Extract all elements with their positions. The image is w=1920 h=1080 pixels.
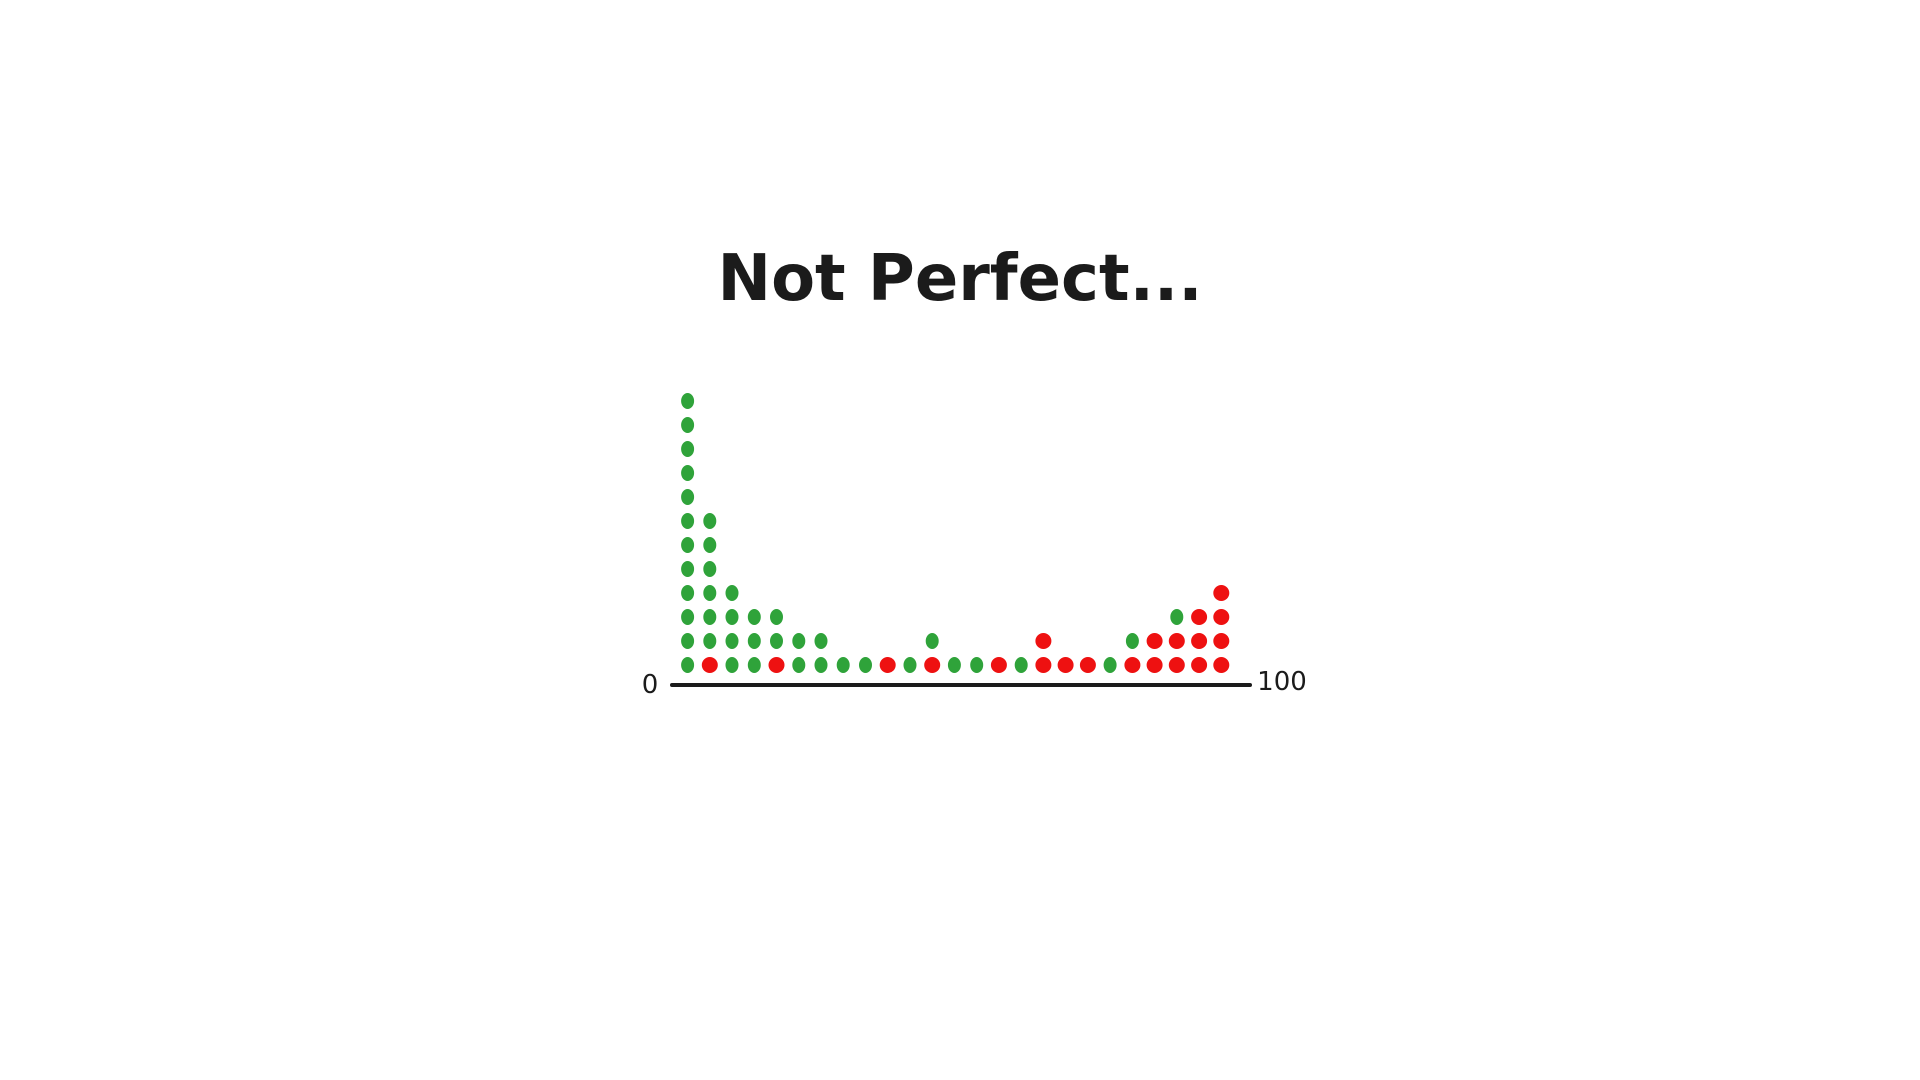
dot-green-col1-5 <box>703 537 717 553</box>
dot-green-col3-2 <box>747 609 761 625</box>
dot-green-col2-2 <box>725 609 739 625</box>
dot-green-col3-0 <box>747 657 761 673</box>
dot-green-col0-4 <box>681 561 695 577</box>
dot-green-col1-4 <box>703 561 717 577</box>
dot-green-col0-11 <box>681 393 695 409</box>
dot-red-col20-0 <box>1124 657 1141 673</box>
dot-green-col0-9 <box>681 441 695 457</box>
dot-green-col0-3 <box>681 585 695 601</box>
dot-red-col16-0 <box>1035 657 1052 673</box>
dot-red-col9-0 <box>879 657 896 673</box>
dot-green-col4-2 <box>770 609 783 625</box>
dot-green-col3-1 <box>747 633 761 649</box>
dot-green-col6-0 <box>814 657 828 673</box>
dots-layer <box>681 393 1230 673</box>
dot-green-col15-0 <box>1014 657 1028 673</box>
x-tick-label-min: 0 <box>642 670 659 700</box>
dot-red-col21-0 <box>1146 657 1163 673</box>
dot-green-col1-6 <box>703 513 717 529</box>
dot-green-col0-1 <box>681 633 695 649</box>
dot-green-col11-1 <box>925 633 939 649</box>
chart-title: Not Perfect... <box>718 242 1203 316</box>
dot-red-col22-1 <box>1168 633 1185 649</box>
dot-red-col16-1 <box>1035 633 1052 649</box>
dot-green-col0-6 <box>681 513 695 529</box>
dot-red-col22-0 <box>1168 657 1185 673</box>
dot-red-col24-3 <box>1213 585 1230 601</box>
dot-green-col22-2 <box>1170 609 1184 625</box>
dot-green-col2-1 <box>725 633 739 649</box>
dot-green-col0-2 <box>681 609 695 625</box>
dot-red-col23-0 <box>1191 657 1208 673</box>
dot-red-col18-0 <box>1079 657 1096 673</box>
dot-green-col4-1 <box>770 633 783 649</box>
dot-red-col17-0 <box>1057 657 1074 673</box>
dot-green-col8-0 <box>859 657 872 673</box>
dot-red-col24-1 <box>1213 633 1230 649</box>
dot-green-col0-0 <box>681 657 695 673</box>
dot-green-col2-3 <box>725 585 739 601</box>
dot-red-col1-0 <box>701 657 718 673</box>
dot-green-col10-0 <box>903 657 917 673</box>
dot-green-col19-0 <box>1103 657 1117 673</box>
dot-green-col20-1 <box>1125 633 1139 649</box>
dot-red-col24-0 <box>1213 657 1230 673</box>
dot-red-col14-0 <box>990 657 1007 673</box>
dot-green-col0-8 <box>681 465 695 481</box>
dot-red-col4-0 <box>768 657 785 673</box>
dot-green-col1-1 <box>703 633 717 649</box>
dot-green-col13-0 <box>970 657 984 673</box>
dot-green-col12-0 <box>947 657 961 673</box>
dot-green-col2-0 <box>725 657 739 673</box>
dot-green-col1-3 <box>703 585 717 601</box>
dot-red-col23-2 <box>1191 609 1208 625</box>
dot-green-col5-1 <box>792 633 806 649</box>
dot-green-col0-10 <box>681 417 695 433</box>
dot-green-col0-5 <box>681 537 695 553</box>
dot-green-col6-1 <box>814 633 828 649</box>
dot-green-col5-0 <box>792 657 806 673</box>
dot-green-col1-2 <box>703 609 717 625</box>
dot-red-col21-1 <box>1146 633 1163 649</box>
dot-green-col0-7 <box>681 489 695 505</box>
dot-green-col7-0 <box>836 657 850 673</box>
dot-red-col24-2 <box>1213 609 1230 625</box>
dot-red-col23-1 <box>1191 633 1208 649</box>
x-tick-label-max: 100 <box>1257 667 1307 697</box>
dot-red-col11-0 <box>924 657 941 673</box>
